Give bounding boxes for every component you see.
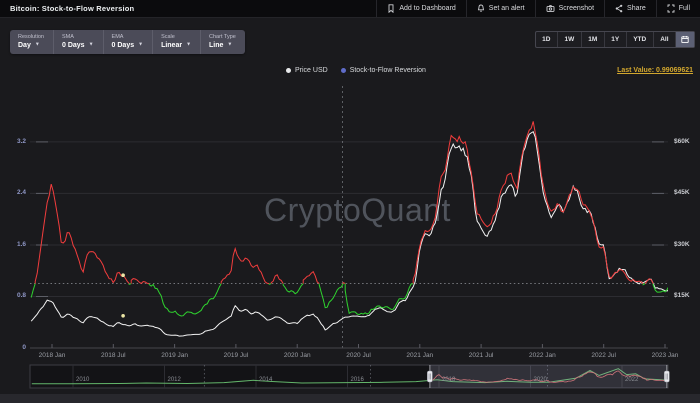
range-ytd-button[interactable]: YTD <box>625 32 653 47</box>
s2f-reversion-line-segment <box>644 278 654 284</box>
marker-dot <box>121 314 125 318</box>
range-1w-button[interactable]: 1W <box>556 32 581 47</box>
minimap-price-line <box>31 368 668 385</box>
chart-controls-panel: Resolution Day ▼ SMA 0 Days ▼ EMA 0 Days ▼ … <box>10 30 245 54</box>
s2f-reversion-line-segment <box>344 283 414 316</box>
custom-date-range-button[interactable] <box>675 32 694 47</box>
time-range-selector: 1D 1W 1M 1Y YTD All <box>534 31 695 48</box>
share-button[interactable]: Share <box>604 0 656 17</box>
range-1m-button[interactable]: 1M <box>580 32 604 47</box>
fullscreen-button[interactable]: Full <box>655 0 700 17</box>
chart-legend: Price USD Stock-to-Flow Reversion <box>286 67 426 74</box>
chevron-down-icon: ▼ <box>138 41 144 48</box>
resolution-dropdown[interactable]: Resolution Day ▼ <box>18 34 44 49</box>
s2f-reversion-line-segment <box>282 283 304 295</box>
bottom-strip <box>0 394 700 403</box>
screenshot-button[interactable]: Screenshot <box>534 0 604 17</box>
expand-icon <box>667 4 675 13</box>
page-title: Bitcoin: Stock-to-Flow Reversion <box>10 4 135 13</box>
set-alert-button[interactable]: Set an alert <box>465 0 535 17</box>
s2f-reversion-line-segment <box>34 183 130 284</box>
ema-dropdown[interactable]: EMA 0 Days ▼ <box>102 30 153 54</box>
chevron-down-icon: ▼ <box>34 41 40 48</box>
range-all-button[interactable]: All <box>652 32 675 47</box>
last-value-link[interactable]: Last Value: 0.99069621 <box>617 67 693 74</box>
s2f-reversion-line-segment <box>128 283 132 286</box>
share-icon <box>615 4 623 13</box>
s2f-reversion-line-segment <box>302 270 320 284</box>
header-actions: Add to Dashboard Set an alert Screenshot… <box>376 0 700 17</box>
s2f-reversion-line-segment <box>130 278 150 285</box>
add-to-dashboard-button[interactable]: Add to Dashboard <box>376 0 465 17</box>
s2f-reversion-line-segment <box>270 274 284 284</box>
price-usd-line <box>30 130 668 337</box>
minimap-selection[interactable] <box>429 365 667 388</box>
minimap-s2f-line <box>430 370 668 383</box>
chevron-down-icon: ▼ <box>88 41 94 48</box>
chart-plot-area[interactable] <box>30 85 668 348</box>
scale-dropdown[interactable]: Scale Linear ▼ <box>152 30 200 54</box>
minimap-handle-right[interactable] <box>664 370 670 383</box>
s2f-reversion-line-segment <box>652 283 668 293</box>
header-bar: Bitcoin: Stock-to-Flow Reversion Add to … <box>0 0 700 18</box>
legend-item-s2f-reversion[interactable]: Stock-to-Flow Reversion <box>340 67 426 74</box>
calendar-icon <box>681 36 689 44</box>
s2f-reversion-line-segment <box>30 283 36 298</box>
range-1y-button[interactable]: 1Y <box>603 32 626 47</box>
chevron-down-icon: ▼ <box>227 41 233 48</box>
marker-dot <box>121 273 125 278</box>
bookmark-plus-icon <box>388 4 394 13</box>
legend-item-price-usd[interactable]: Price USD <box>286 67 328 74</box>
s2f-reversion-line-segment <box>342 281 346 285</box>
chart-type-dropdown[interactable]: Chart Type Line ▼ <box>200 30 245 54</box>
s2f-reversion-line-segment <box>412 121 644 284</box>
sma-dropdown[interactable]: SMA 0 Days ▼ <box>53 30 103 54</box>
minimap-handle-left[interactable] <box>427 370 433 383</box>
bell-icon <box>477 4 484 12</box>
s2f-reversion-line-segment <box>318 283 344 309</box>
range-1d-button[interactable]: 1D <box>542 36 551 43</box>
s2f-reversion-line-segment <box>642 283 646 286</box>
s2f-reversion-line-segment <box>148 283 222 317</box>
s2f-reversion-line-segment <box>268 283 272 285</box>
price-usd-dot <box>286 68 291 73</box>
s2f-reversion-dot <box>340 68 346 73</box>
camera-icon <box>546 5 555 12</box>
chevron-down-icon: ▼ <box>186 41 192 48</box>
cryptoquant-watermark: CryptoQuant <box>264 192 451 228</box>
s2f-reversion-line-segment <box>220 246 270 285</box>
